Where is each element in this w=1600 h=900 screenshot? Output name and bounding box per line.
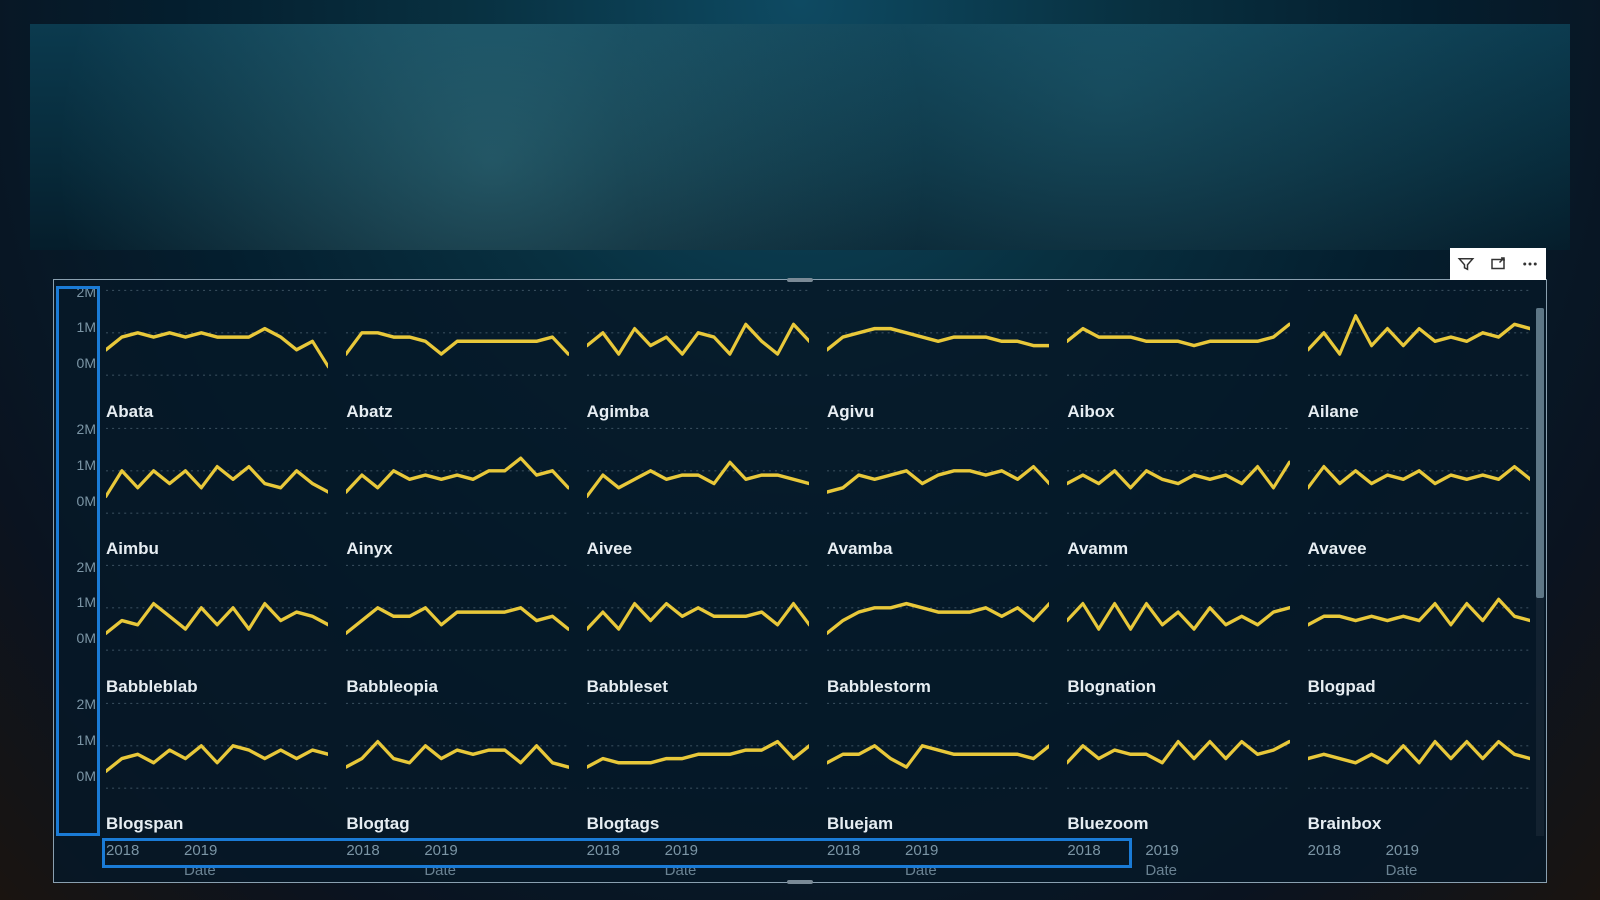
xaxis-cell: 2018 2019 Date xyxy=(106,836,328,882)
small-multiple[interactable]: Avamba xyxy=(827,424,1049,562)
xtick: 2019 xyxy=(424,842,457,859)
xtick: 2018 xyxy=(346,842,379,859)
series-label: Abata xyxy=(106,402,153,422)
series-label: Avamm xyxy=(1067,539,1128,559)
series-label: Blognation xyxy=(1067,677,1156,697)
xaxis-cell: 2018 2019 Date xyxy=(1308,836,1530,882)
small-multiple[interactable]: Blognation xyxy=(1067,561,1289,699)
focus-button[interactable] xyxy=(1483,249,1513,279)
series-label: Babbleblab xyxy=(106,677,198,697)
series-label: Agimba xyxy=(587,402,649,422)
xaxis-title: Date xyxy=(1386,862,1418,879)
ytick: 1M xyxy=(77,457,96,473)
small-multiple[interactable]: Agivu xyxy=(827,286,1049,424)
ytick: 2M xyxy=(77,284,96,300)
small-multiple[interactable]: Agimba xyxy=(587,286,809,424)
small-multiple[interactable]: Blogtags xyxy=(587,699,809,837)
xaxis-title: Date xyxy=(1145,862,1177,879)
xtick: 2019 xyxy=(1386,842,1419,859)
xtick: 2018 xyxy=(106,842,139,859)
xaxis-cell: 2018 2019 Date xyxy=(346,836,568,882)
xaxis-cell: 2018 2019 Date xyxy=(827,836,1049,882)
small-multiple[interactable]: Babblestorm xyxy=(827,561,1049,699)
small-multiple[interactable]: Aimbu xyxy=(106,424,328,562)
vertical-scrollbar[interactable] xyxy=(1536,308,1544,836)
xaxis-title: Date xyxy=(424,862,456,879)
ellipsis-icon xyxy=(1521,255,1539,273)
series-label: Avamba xyxy=(827,539,893,559)
small-multiple[interactable]: Aibox xyxy=(1067,286,1289,424)
xaxis-cell: 2018 2019 Date xyxy=(1067,836,1289,882)
small-multiple[interactable]: Bluejam xyxy=(827,699,1049,837)
small-multiple[interactable]: Blogspan xyxy=(106,699,328,837)
funnel-icon xyxy=(1457,255,1475,273)
ytick: 0M xyxy=(77,768,96,784)
small-multiples-panel[interactable]: 2M 1M 0M 2M 1M 0M 2M 1M 0M 2M 1M 0M Abata Abatz Agimb… xyxy=(54,280,1546,882)
series-label: Aibox xyxy=(1067,402,1114,422)
xaxis-cell: 2018 2019 Date xyxy=(587,836,809,882)
series-label: Ainyx xyxy=(346,539,392,559)
stage: 2M 1M 0M 2M 1M 0M 2M 1M 0M 2M 1M 0M Abata Abatz Agimb… xyxy=(30,24,1570,884)
series-label: Babbleopia xyxy=(346,677,438,697)
xtick: 2019 xyxy=(184,842,217,859)
small-multiple[interactable]: Abatz xyxy=(346,286,568,424)
focus-icon xyxy=(1489,255,1507,273)
ytick: 1M xyxy=(77,594,96,610)
series-label: Blogspan xyxy=(106,814,183,834)
series-label: Agivu xyxy=(827,402,874,422)
series-label: Aimbu xyxy=(106,539,159,559)
ytick: 1M xyxy=(77,732,96,748)
xaxis-title: Date xyxy=(665,862,697,879)
small-multiple[interactable]: Ainyx xyxy=(346,424,568,562)
small-multiple[interactable]: Avamm xyxy=(1067,424,1289,562)
xtick: 2019 xyxy=(665,842,698,859)
ytick: 2M xyxy=(77,559,96,575)
small-multiple[interactable]: Aivee xyxy=(587,424,809,562)
small-multiple[interactable]: Babbleset xyxy=(587,561,809,699)
xtick: 2018 xyxy=(1308,842,1341,859)
small-multiple[interactable]: Babbleopia xyxy=(346,561,568,699)
ytick: 1M xyxy=(77,319,96,335)
series-label: Brainbox xyxy=(1308,814,1382,834)
xtick: 2019 xyxy=(1145,842,1178,859)
ytick: 2M xyxy=(77,696,96,712)
xtick: 2018 xyxy=(827,842,860,859)
series-label: Babbleset xyxy=(587,677,668,697)
series-label: Bluezoom xyxy=(1067,814,1148,834)
small-multiple[interactable]: Blogpad xyxy=(1308,561,1530,699)
series-label: Blogtags xyxy=(587,814,660,834)
small-multiple[interactable]: Blogtag xyxy=(346,699,568,837)
visual-toolbar xyxy=(1450,248,1546,280)
series-label: Blogtag xyxy=(346,814,409,834)
ytick: 0M xyxy=(77,630,96,646)
header-backdrop xyxy=(30,24,1570,250)
xaxis-title: Date xyxy=(905,862,937,879)
small-multiple[interactable]: Ailane xyxy=(1308,286,1530,424)
ytick: 0M xyxy=(77,493,96,509)
series-label: Avavee xyxy=(1308,539,1367,559)
xtick: 2019 xyxy=(905,842,938,859)
series-label: Blogpad xyxy=(1308,677,1376,697)
small-multiple[interactable]: Avavee xyxy=(1308,424,1530,562)
scrollbar-thumb[interactable] xyxy=(1536,308,1544,598)
xtick: 2018 xyxy=(587,842,620,859)
small-multiple[interactable]: Bluezoom xyxy=(1067,699,1289,837)
ytick: 0M xyxy=(77,355,96,371)
more-button[interactable] xyxy=(1515,249,1545,279)
series-label: Ailane xyxy=(1308,402,1359,422)
series-label: Babblestorm xyxy=(827,677,931,697)
series-label: Abatz xyxy=(346,402,392,422)
chart-grid: Abata Abatz Agimba Agivu Aibox Ailane Aimbu Ain… xyxy=(106,286,1530,836)
yaxis: 2M 1M 0M 2M 1M 0M 2M 1M 0M 2M 1M 0M xyxy=(58,286,102,836)
filter-button[interactable] xyxy=(1451,249,1481,279)
small-multiple[interactable]: Babbleblab xyxy=(106,561,328,699)
small-multiple[interactable]: Abata xyxy=(106,286,328,424)
series-label: Aivee xyxy=(587,539,632,559)
xtick: 2018 xyxy=(1067,842,1100,859)
xaxis: 20182019Date20182019Date20182019Date2018… xyxy=(106,836,1530,882)
series-label: Bluejam xyxy=(827,814,893,834)
small-multiple[interactable]: Brainbox xyxy=(1308,699,1530,837)
xaxis-title: Date xyxy=(184,862,216,879)
ytick: 2M xyxy=(77,421,96,437)
